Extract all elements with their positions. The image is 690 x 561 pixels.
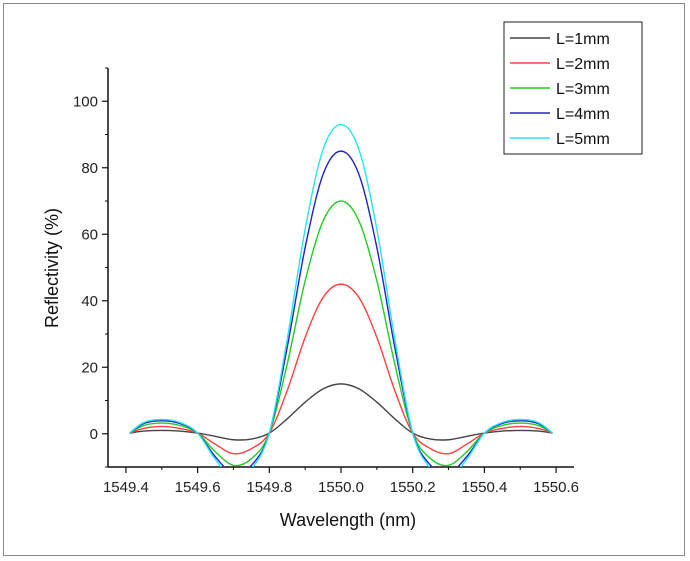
legend-label: L=5mm (556, 131, 610, 148)
x-tick-label: 1550.6 (533, 479, 579, 496)
y-tick-label: 40 (81, 293, 98, 310)
x-tick-label: 1550.2 (390, 479, 436, 496)
x-tick-label: 1550.0 (318, 479, 364, 496)
series-layer (129, 123, 553, 467)
x-tick-label: 1549.6 (175, 479, 221, 496)
y-axis-title: Reflectivity (%) (42, 208, 62, 328)
legend-label: L=2mm (556, 56, 610, 73)
x-axis-title: Wavelength (nm) (280, 510, 416, 530)
y-tick-label: 60 (81, 226, 98, 243)
legend-label: L=3mm (556, 81, 610, 98)
legend: L=1mm L=2mm L=3mm L=4mm L=5mm (503, 21, 643, 155)
legend-label: L=1mm (556, 31, 610, 48)
series-line-5 (129, 123, 553, 467)
y-tick-label: 20 (81, 359, 98, 376)
x-tick-label: 1549.4 (103, 479, 149, 496)
series-line-4 (129, 150, 553, 467)
x-tick-label: 1549.8 (246, 479, 292, 496)
axes: 1549.4 1549.6 1549.8 1550.0 1550.2 1550.4 1550… (73, 67, 579, 496)
y-tick-label: 100 (73, 93, 98, 110)
y-tick-label: 80 (81, 160, 98, 177)
x-tick-label: 1550.4 (461, 479, 507, 496)
y-tick-label: 0 (90, 426, 98, 443)
legend-label: L=4mm (556, 106, 610, 123)
series-line-3 (129, 200, 553, 467)
